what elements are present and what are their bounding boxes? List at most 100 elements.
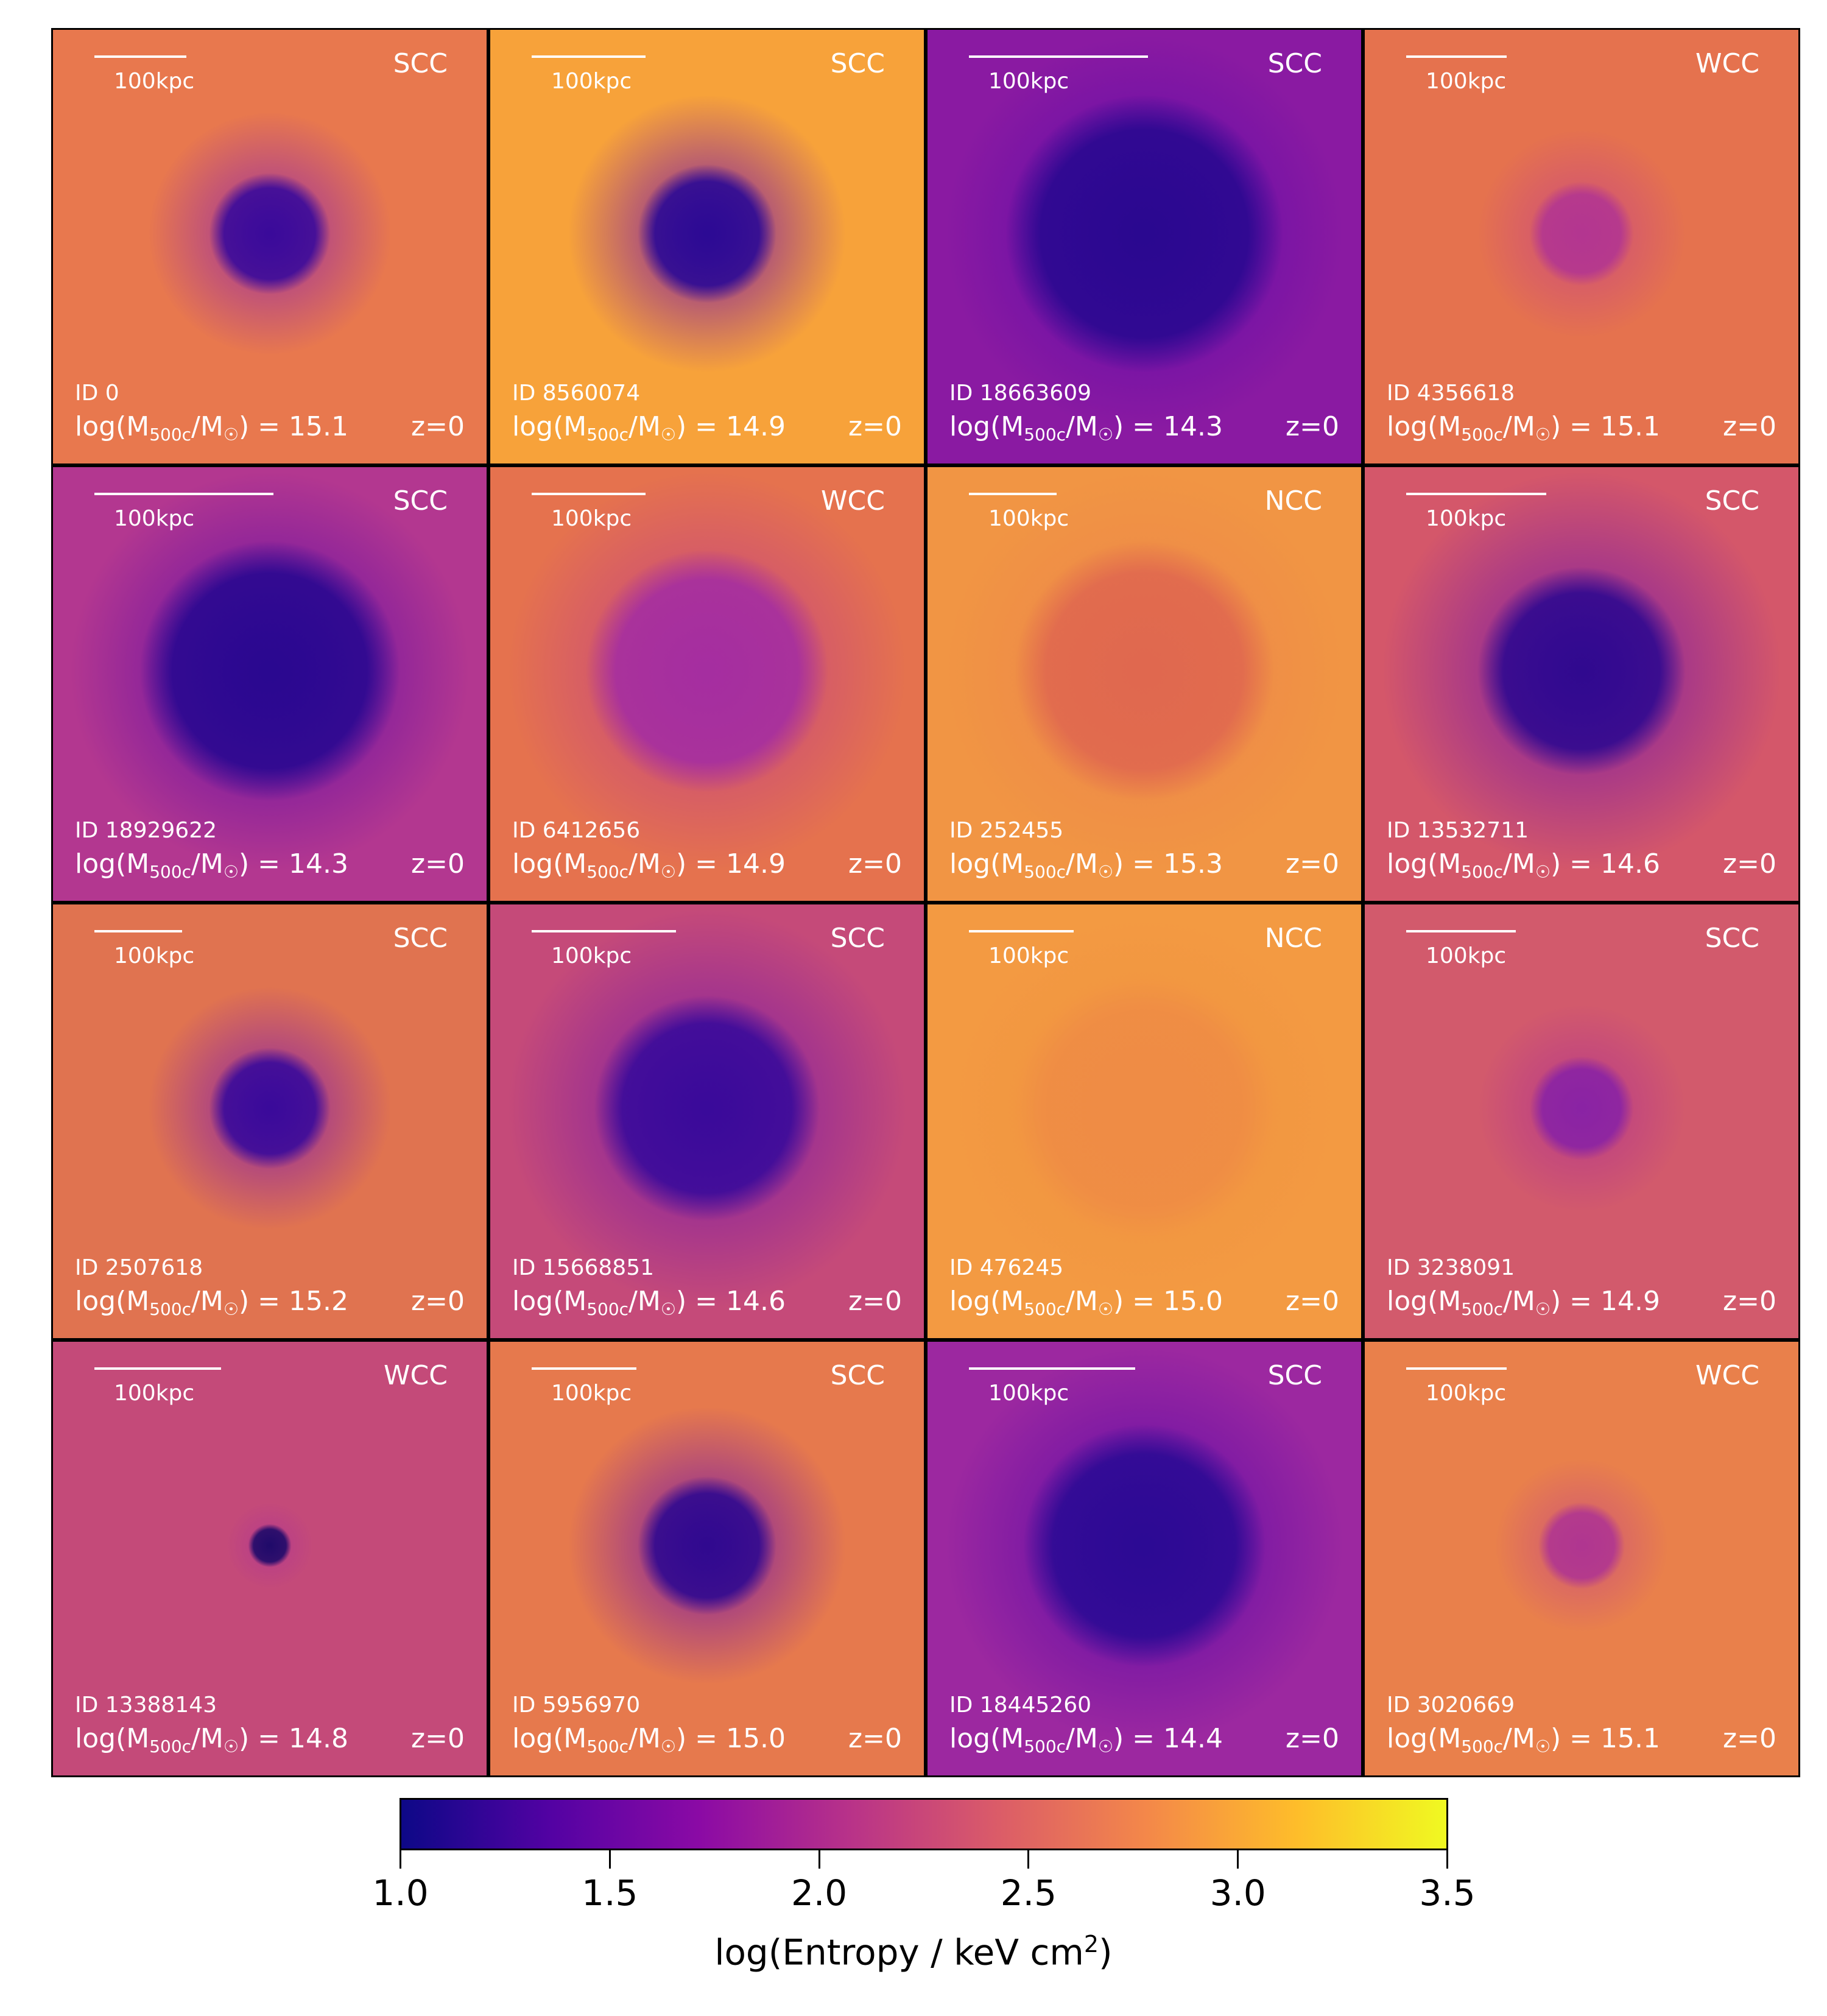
cool-core-class: SCC [393,48,448,79]
redshift-label: z=0 [411,411,465,442]
cool-core-class: SCC [1267,48,1322,79]
mass-label: log(M500c/M☉) = 14.9 [512,848,786,882]
mass-label: log(M500c/M☉) = 14.3 [75,848,348,882]
colorbar-tick [1027,1850,1030,1869]
scale-bar [969,930,1074,932]
mass-label: log(M500c/M☉) = 15.2 [75,1286,348,1319]
redshift-label: z=0 [1723,1723,1776,1754]
scale-bar [969,55,1148,58]
scale-bar [532,930,676,932]
scale-label: 100kpc [1426,506,1507,531]
cool-core-class: SCC [830,923,885,954]
scale-bar [94,493,273,495]
redshift-label: z=0 [1723,848,1776,879]
cluster-id: ID 18445260 [949,1693,1092,1718]
cluster-panel: 100kpc SCC ID 18929622 log(M500c/M☉) = 1… [51,465,488,903]
mass-label: log(M500c/M☉) = 14.6 [1387,848,1660,882]
entropy-map-image [928,467,1361,901]
scale-label: 100kpc [551,1381,632,1406]
cluster-panel: 100kpc WCC ID 6412656 log(M500c/M☉) = 14… [488,465,926,903]
scale-label: 100kpc [988,69,1069,94]
scale-label: 100kpc [551,506,632,531]
cluster-panel: 100kpc SCC ID 0 log(M500c/M☉) = 15.1 z=0 [51,28,488,465]
cluster-panel: 100kpc WCC ID 13388143 log(M500c/M☉) = 1… [51,1340,488,1777]
scale-label: 100kpc [551,69,632,94]
scale-label: 100kpc [988,943,1069,968]
colorbar-tick-label: 2.0 [790,1872,848,1914]
redshift-label: z=0 [411,1723,465,1754]
scale-label: 100kpc [1426,943,1507,968]
colorbar-tick-label: 1.5 [582,1872,638,1914]
colorbar-tick [1237,1850,1239,1869]
scale-bar [969,493,1057,495]
cluster-panel: 100kpc WCC ID 3020669 log(M500c/M☉) = 15… [1363,1340,1800,1777]
entropy-map-image [53,1342,487,1775]
colorbar-tick [1446,1850,1448,1869]
cluster-panel: 100kpc SCC ID 18445260 log(M500c/M☉) = 1… [926,1340,1363,1777]
entropy-map-image [1365,467,1798,901]
entropy-map-grid: 100kpc SCC ID 0 log(M500c/M☉) = 15.1 z=0 [51,28,1800,1777]
mass-label: log(M500c/M☉) = 14.9 [1387,1286,1660,1319]
scale-bar [94,1367,221,1370]
colorbar-tick-label: 3.5 [1419,1872,1476,1914]
entropy-map-image [490,1342,924,1775]
cool-core-class: WCC [384,1360,448,1391]
cluster-id: ID 5956970 [512,1693,641,1718]
scale-bar [532,55,646,58]
entropy-map-image [490,30,924,463]
cluster-panel: 100kpc SCC ID 2507618 log(M500c/M☉) = 15… [51,903,488,1340]
cool-core-class: WCC [1695,48,1759,79]
mass-label: log(M500c/M☉) = 14.6 [512,1286,786,1319]
colorbar-tick [608,1850,611,1869]
mass-label: log(M500c/M☉) = 15.3 [949,848,1223,882]
entropy-map-image [928,904,1361,1338]
redshift-label: z=0 [411,848,465,879]
cluster-panel: 100kpc WCC ID 4356618 log(M500c/M☉) = 15… [1363,28,1800,465]
cluster-id: ID 4356618 [1387,381,1515,406]
cool-core-class: WCC [1695,1360,1759,1391]
colorbar-tick-label: 1.0 [372,1872,429,1914]
cluster-id: ID 6412656 [512,818,641,843]
scale-label: 100kpc [114,1381,195,1406]
colorbar-gradient [401,1800,1446,1849]
cluster-id: ID 476245 [949,1255,1064,1280]
entropy-map-image [53,904,487,1338]
redshift-label: z=0 [411,1286,465,1317]
cool-core-class: SCC [393,485,448,516]
colorbar [400,1798,1448,1850]
cluster-panel: 100kpc SCC ID 15668851 log(M500c/M☉) = 1… [488,903,926,1340]
cluster-id: ID 8560074 [512,381,641,406]
redshift-label: z=0 [1286,848,1339,879]
cluster-id: ID 15668851 [512,1255,655,1280]
cool-core-class: NCC [1264,923,1322,954]
redshift-label: z=0 [848,1286,902,1317]
cluster-id: ID 18663609 [949,381,1092,406]
mass-label: log(M500c/M☉) = 15.0 [949,1286,1223,1319]
scale-bar [94,930,182,932]
cool-core-class: SCC [1705,485,1759,516]
mass-label: log(M500c/M☉) = 14.8 [75,1723,348,1757]
redshift-label: z=0 [1723,1286,1776,1317]
colorbar-label: log(Entropy / keV cm2) [714,1931,1113,1973]
cool-core-class: SCC [830,1360,885,1391]
scale-label: 100kpc [114,943,195,968]
scale-bar [532,1367,636,1370]
cluster-id: ID 13388143 [75,1693,217,1718]
scale-bar [1406,930,1516,932]
redshift-label: z=0 [848,848,902,879]
cluster-panel: 100kpc NCC ID 476245 log(M500c/M☉) = 15.… [926,903,1363,1340]
cluster-id: ID 3020669 [1387,1693,1515,1718]
cluster-id: ID 252455 [949,818,1064,843]
redshift-label: z=0 [1286,1723,1339,1754]
entropy-map-image [53,30,487,463]
mass-label: log(M500c/M☉) = 14.9 [512,411,786,445]
colorbar-tick-label: 3.0 [1209,1872,1266,1914]
colorbar-tick [400,1850,401,1869]
mass-label: log(M500c/M☉) = 14.3 [949,411,1223,445]
mass-label: log(M500c/M☉) = 15.1 [1387,1723,1660,1757]
scale-bar [1406,493,1546,495]
scale-label: 100kpc [1426,1381,1507,1406]
cluster-panel: 100kpc SCC ID 5956970 log(M500c/M☉) = 15… [488,1340,926,1777]
entropy-map-image [1365,904,1798,1338]
mass-label: log(M500c/M☉) = 15.1 [75,411,348,445]
